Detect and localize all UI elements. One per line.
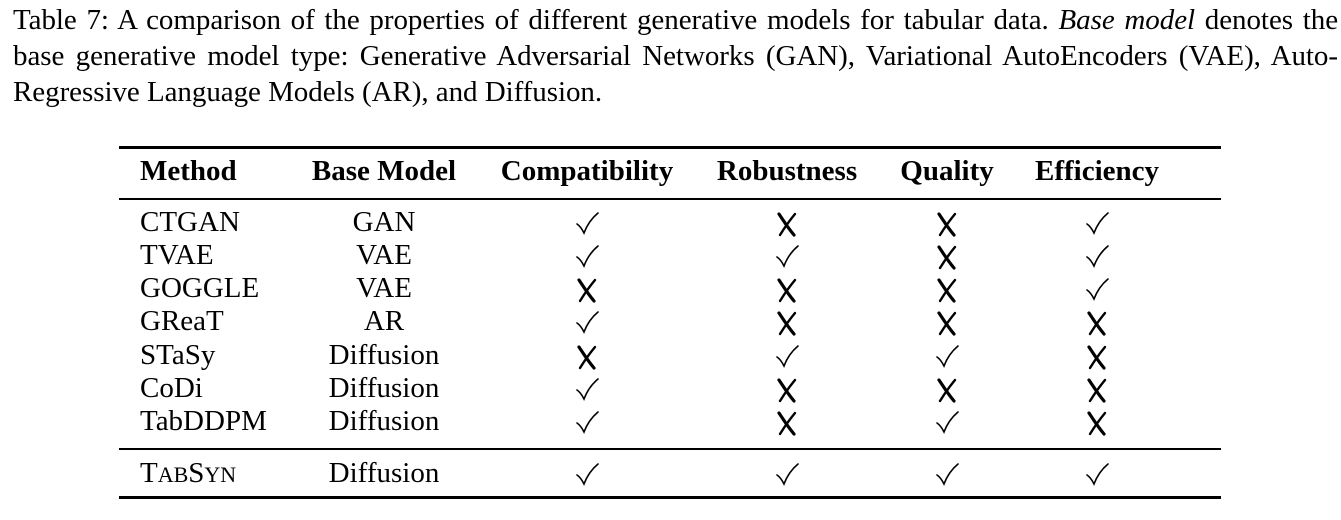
table-separator-rule — [119, 448, 1221, 450]
cross-mark-icon — [1082, 375, 1112, 405]
table-bottom-rule — [119, 496, 1221, 499]
cross-mark-icon — [772, 209, 802, 239]
header-compatibility: Compatibility — [500, 155, 674, 187]
cross-mark-icon — [932, 209, 962, 239]
row-base-model: VAE — [356, 272, 412, 304]
method-smallcaps-part: YN — [204, 462, 237, 487]
header-quality: Quality — [900, 155, 994, 187]
row-method: TabDDPM — [140, 405, 267, 437]
row-base-model: Diffusion — [328, 405, 440, 437]
check-mark-icon — [772, 460, 802, 490]
check-mark-icon — [572, 408, 602, 438]
row-base-model: GAN — [352, 206, 416, 238]
cross-mark-icon — [932, 308, 962, 338]
check-mark-icon — [932, 460, 962, 490]
row-method: STaSy — [140, 339, 216, 371]
row-base-model: Diffusion — [328, 372, 440, 404]
cross-mark-icon — [932, 275, 962, 305]
cross-mark-icon — [572, 342, 602, 372]
cross-mark-icon — [932, 242, 962, 272]
cross-mark-icon — [932, 375, 962, 405]
row-base-model: AR — [363, 305, 405, 337]
row-method: GReaT — [140, 305, 224, 337]
header-method: Method — [140, 155, 237, 187]
header-base-model: Base Model — [311, 155, 457, 187]
row-method: TVAE — [140, 239, 214, 271]
method-smallcaps-part: AB — [157, 462, 189, 487]
method-smallcaps-part: S — [188, 457, 205, 489]
table-header-rule — [119, 198, 1221, 200]
check-mark-icon — [932, 408, 962, 438]
table-top-rule — [119, 146, 1221, 149]
check-mark-icon — [772, 242, 802, 272]
header-efficiency: Efficiency — [1034, 155, 1160, 187]
check-mark-icon — [572, 242, 602, 272]
cross-mark-icon — [772, 308, 802, 338]
row-method: CoDi — [140, 372, 203, 404]
check-mark-icon — [572, 375, 602, 405]
check-mark-icon — [572, 460, 602, 490]
cross-mark-icon — [1082, 342, 1112, 372]
cross-mark-icon — [1082, 308, 1112, 338]
header-robustness: Robustness — [716, 155, 858, 187]
check-mark-icon — [1082, 209, 1112, 239]
check-mark-icon — [772, 342, 802, 372]
cross-mark-icon — [572, 275, 602, 305]
caption-text-b: denotes the base generative model type: … — [13, 4, 1339, 108]
caption-label: Table 7: — [13, 4, 109, 36]
table-caption: Table 7: A comparison of the properties … — [13, 2, 1338, 110]
row-method: GOGGLE — [140, 272, 260, 304]
cross-mark-icon — [1082, 408, 1112, 438]
method-smallcaps-part: T — [140, 457, 158, 489]
caption-emphasis: Base model — [1058, 4, 1196, 36]
final-row-method: TABSYN — [140, 457, 236, 491]
cross-mark-icon — [772, 375, 802, 405]
row-base-model: VAE — [356, 239, 412, 271]
final-row-base-model: Diffusion — [328, 457, 440, 489]
cross-mark-icon — [772, 275, 802, 305]
cross-mark-icon — [772, 408, 802, 438]
check-mark-icon — [1082, 460, 1112, 490]
check-mark-icon — [1082, 275, 1112, 305]
check-mark-icon — [1082, 242, 1112, 272]
check-mark-icon — [572, 209, 602, 239]
caption-text-a: A comparison of the properties of differ… — [117, 4, 1049, 36]
row-method: CTGAN — [140, 206, 240, 238]
row-base-model: Diffusion — [328, 339, 440, 371]
check-mark-icon — [572, 308, 602, 338]
check-mark-icon — [932, 342, 962, 372]
